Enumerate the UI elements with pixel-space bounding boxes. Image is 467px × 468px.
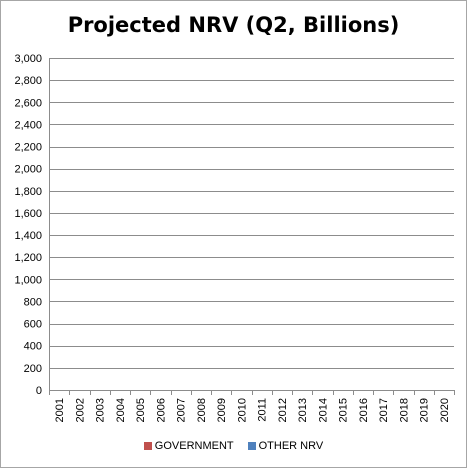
- legend-label-other-nrv: OTHER NRV: [258, 440, 324, 452]
- y-tick-label: 0: [36, 385, 42, 397]
- legend-entry-government: GOVERNMENT: [143, 440, 234, 452]
- x-tick-label: 2008: [196, 398, 208, 422]
- x-tick-label: 2012: [277, 398, 289, 422]
- legend-swatch-other-nrv: [247, 442, 256, 450]
- y-tick-label: 2,600: [14, 97, 42, 109]
- x-tick-label: 2019: [419, 398, 431, 422]
- x-tick-label: 2005: [135, 398, 147, 422]
- legend-entry-other-nrv: OTHER NRV: [247, 440, 324, 452]
- y-tick-label: 1,400: [14, 230, 42, 242]
- y-tick-label: 1,200: [14, 252, 42, 264]
- y-tick-label: 2,800: [14, 75, 42, 87]
- x-tick-label: 2009: [216, 398, 228, 422]
- y-tick-label: 800: [24, 296, 42, 308]
- y-tick-label: 1,000: [14, 274, 42, 286]
- x-tick-label: 2016: [358, 398, 370, 422]
- legend: GOVERNMENT OTHER NRV: [1, 440, 466, 452]
- x-tick-label: 2002: [74, 398, 86, 422]
- legend-label-government: GOVERNMENT: [154, 440, 234, 452]
- y-tick-label: 1,600: [14, 208, 42, 220]
- y-tick-label: 2,200: [14, 142, 42, 154]
- y-tick-label: 600: [24, 319, 42, 331]
- x-tick-label: 2011: [257, 398, 269, 422]
- y-tick-label: 2,400: [14, 119, 42, 131]
- x-tick-label: 2006: [155, 398, 167, 422]
- chart-title: Projected NRV (Q2, Billions): [67, 13, 400, 37]
- x-tick-label: 2017: [378, 398, 390, 422]
- x-tick-label: 2018: [398, 398, 410, 422]
- x-tick-label: 2020: [439, 398, 451, 422]
- x-tick-label: 2015: [338, 398, 350, 422]
- x-tick-label: 2013: [297, 398, 309, 422]
- y-tick-label: 2,000: [14, 164, 42, 176]
- x-tick-label: 2001: [54, 398, 66, 422]
- x-tick-label: 2007: [176, 398, 188, 422]
- x-tick-label: 2010: [236, 398, 248, 422]
- y-tick-label: 400: [24, 341, 42, 353]
- x-tick-label: 2003: [95, 398, 107, 422]
- x-tick-label: 2004: [115, 398, 127, 422]
- legend-swatch-government: [143, 442, 152, 450]
- y-tick-label: 1,800: [14, 186, 42, 198]
- y-tick-label: 3,000: [14, 53, 42, 65]
- x-tick-label: 2014: [317, 398, 329, 422]
- y-tick-label: 200: [24, 363, 42, 375]
